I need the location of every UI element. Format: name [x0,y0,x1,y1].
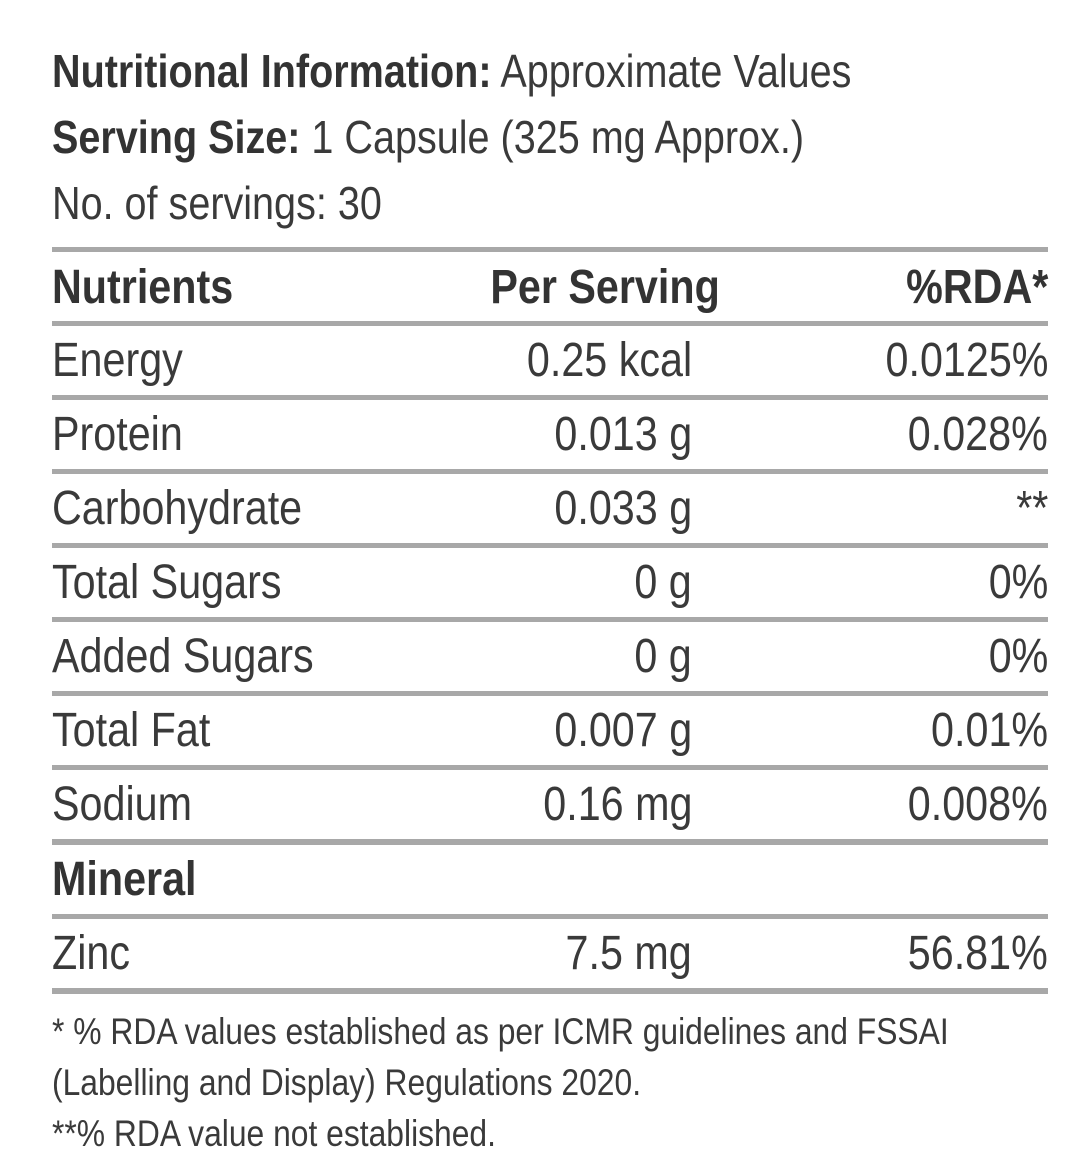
title-line: Nutritional Information: Approximate Val… [52,38,912,104]
rda-value: 0% [988,556,1048,609]
nutrient-name: Energy [52,334,183,387]
per-serving-value: 0.033 g [554,482,692,535]
nutrient-name: Sodium [52,778,192,831]
table-row: Sodium 0.16 mg 0.008% [52,770,1048,839]
table-divider [52,988,1048,994]
table-header-row: Nutrients Per Serving %RDA* [52,252,1048,321]
label-header: Nutritional Information: Approximate Val… [52,38,1052,236]
table-divider [52,914,1048,919]
serving-size-value: 1 Capsule (325 mg Approx.) [300,111,805,163]
table-divider [52,247,1048,252]
nutrition-table: Nutrients Per Serving %RDA* Energy 0.25 … [52,247,1048,994]
nutrient-name: Carbohydrate [52,482,303,535]
nutrient-name: Added Sugars [52,630,314,683]
table-row: Carbohydrate 0.033 g ** [52,474,1048,543]
table-row: Energy 0.25 kcal 0.0125% [52,326,1048,395]
nutrient-name: Zinc [52,927,130,980]
title-bold: Nutritional Information: [52,45,492,97]
rda-value: 0% [988,630,1048,683]
per-serving-value: 0.013 g [554,408,692,461]
section-label: Mineral [52,853,197,906]
column-header-rda: %RDA* [905,261,1048,314]
title-rest: Approximate Values [491,45,852,97]
table-divider [52,839,1048,845]
nutrient-name: Protein [52,408,183,461]
per-serving-value: 0 g [634,630,692,683]
footnotes: * % RDA values established as per ICMR g… [52,1006,1072,1159]
table-divider [52,543,1048,548]
table-row: Total Fat 0.007 g 0.01% [52,696,1048,765]
section-row-mineral: Mineral [52,845,1048,914]
rda-value: ** [1015,482,1048,535]
per-serving-value: 0.007 g [554,704,692,757]
table-row: Protein 0.013 g 0.028% [52,400,1048,469]
rda-value: 0.0125% [885,334,1048,387]
footnote-not-established: **% RDA value not established. [52,1113,496,1154]
rda-value: 0.01% [930,704,1048,757]
table-row: Zinc 7.5 mg 56.81% [52,919,1048,988]
table-divider [52,765,1048,770]
serving-size-line: Serving Size: 1 Capsule (325 mg Approx.) [52,104,912,170]
nutrient-name: Total Sugars [52,556,282,609]
footnote-regulations: (Labelling and Display) Regulations 2020… [52,1062,642,1103]
serving-size-bold: Serving Size: [52,111,301,163]
rda-value: 56.81% [907,927,1048,980]
table-divider [52,321,1048,326]
table-divider [52,691,1048,696]
rda-value: 0.008% [907,778,1048,831]
rda-value: 0.028% [907,408,1048,461]
table-divider [52,617,1048,622]
table-divider [52,395,1048,400]
table-row: Added Sugars 0 g 0% [52,622,1048,691]
table-divider [52,469,1048,474]
nutrient-name: Total Fat [52,704,211,757]
per-serving-value: 0 g [634,556,692,609]
per-serving-value: 7.5 mg [565,927,692,980]
column-header-per-serving: Per Serving [490,261,720,314]
footnote-rda: * % RDA values established as per ICMR g… [52,1011,949,1052]
per-serving-value: 0.16 mg [542,778,692,831]
servings-count: No. of servings: 30 [52,177,382,229]
column-header-nutrients: Nutrients [52,261,234,314]
table-row: Total Sugars 0 g 0% [52,548,1048,617]
per-serving-value: 0.25 kcal [526,334,692,387]
